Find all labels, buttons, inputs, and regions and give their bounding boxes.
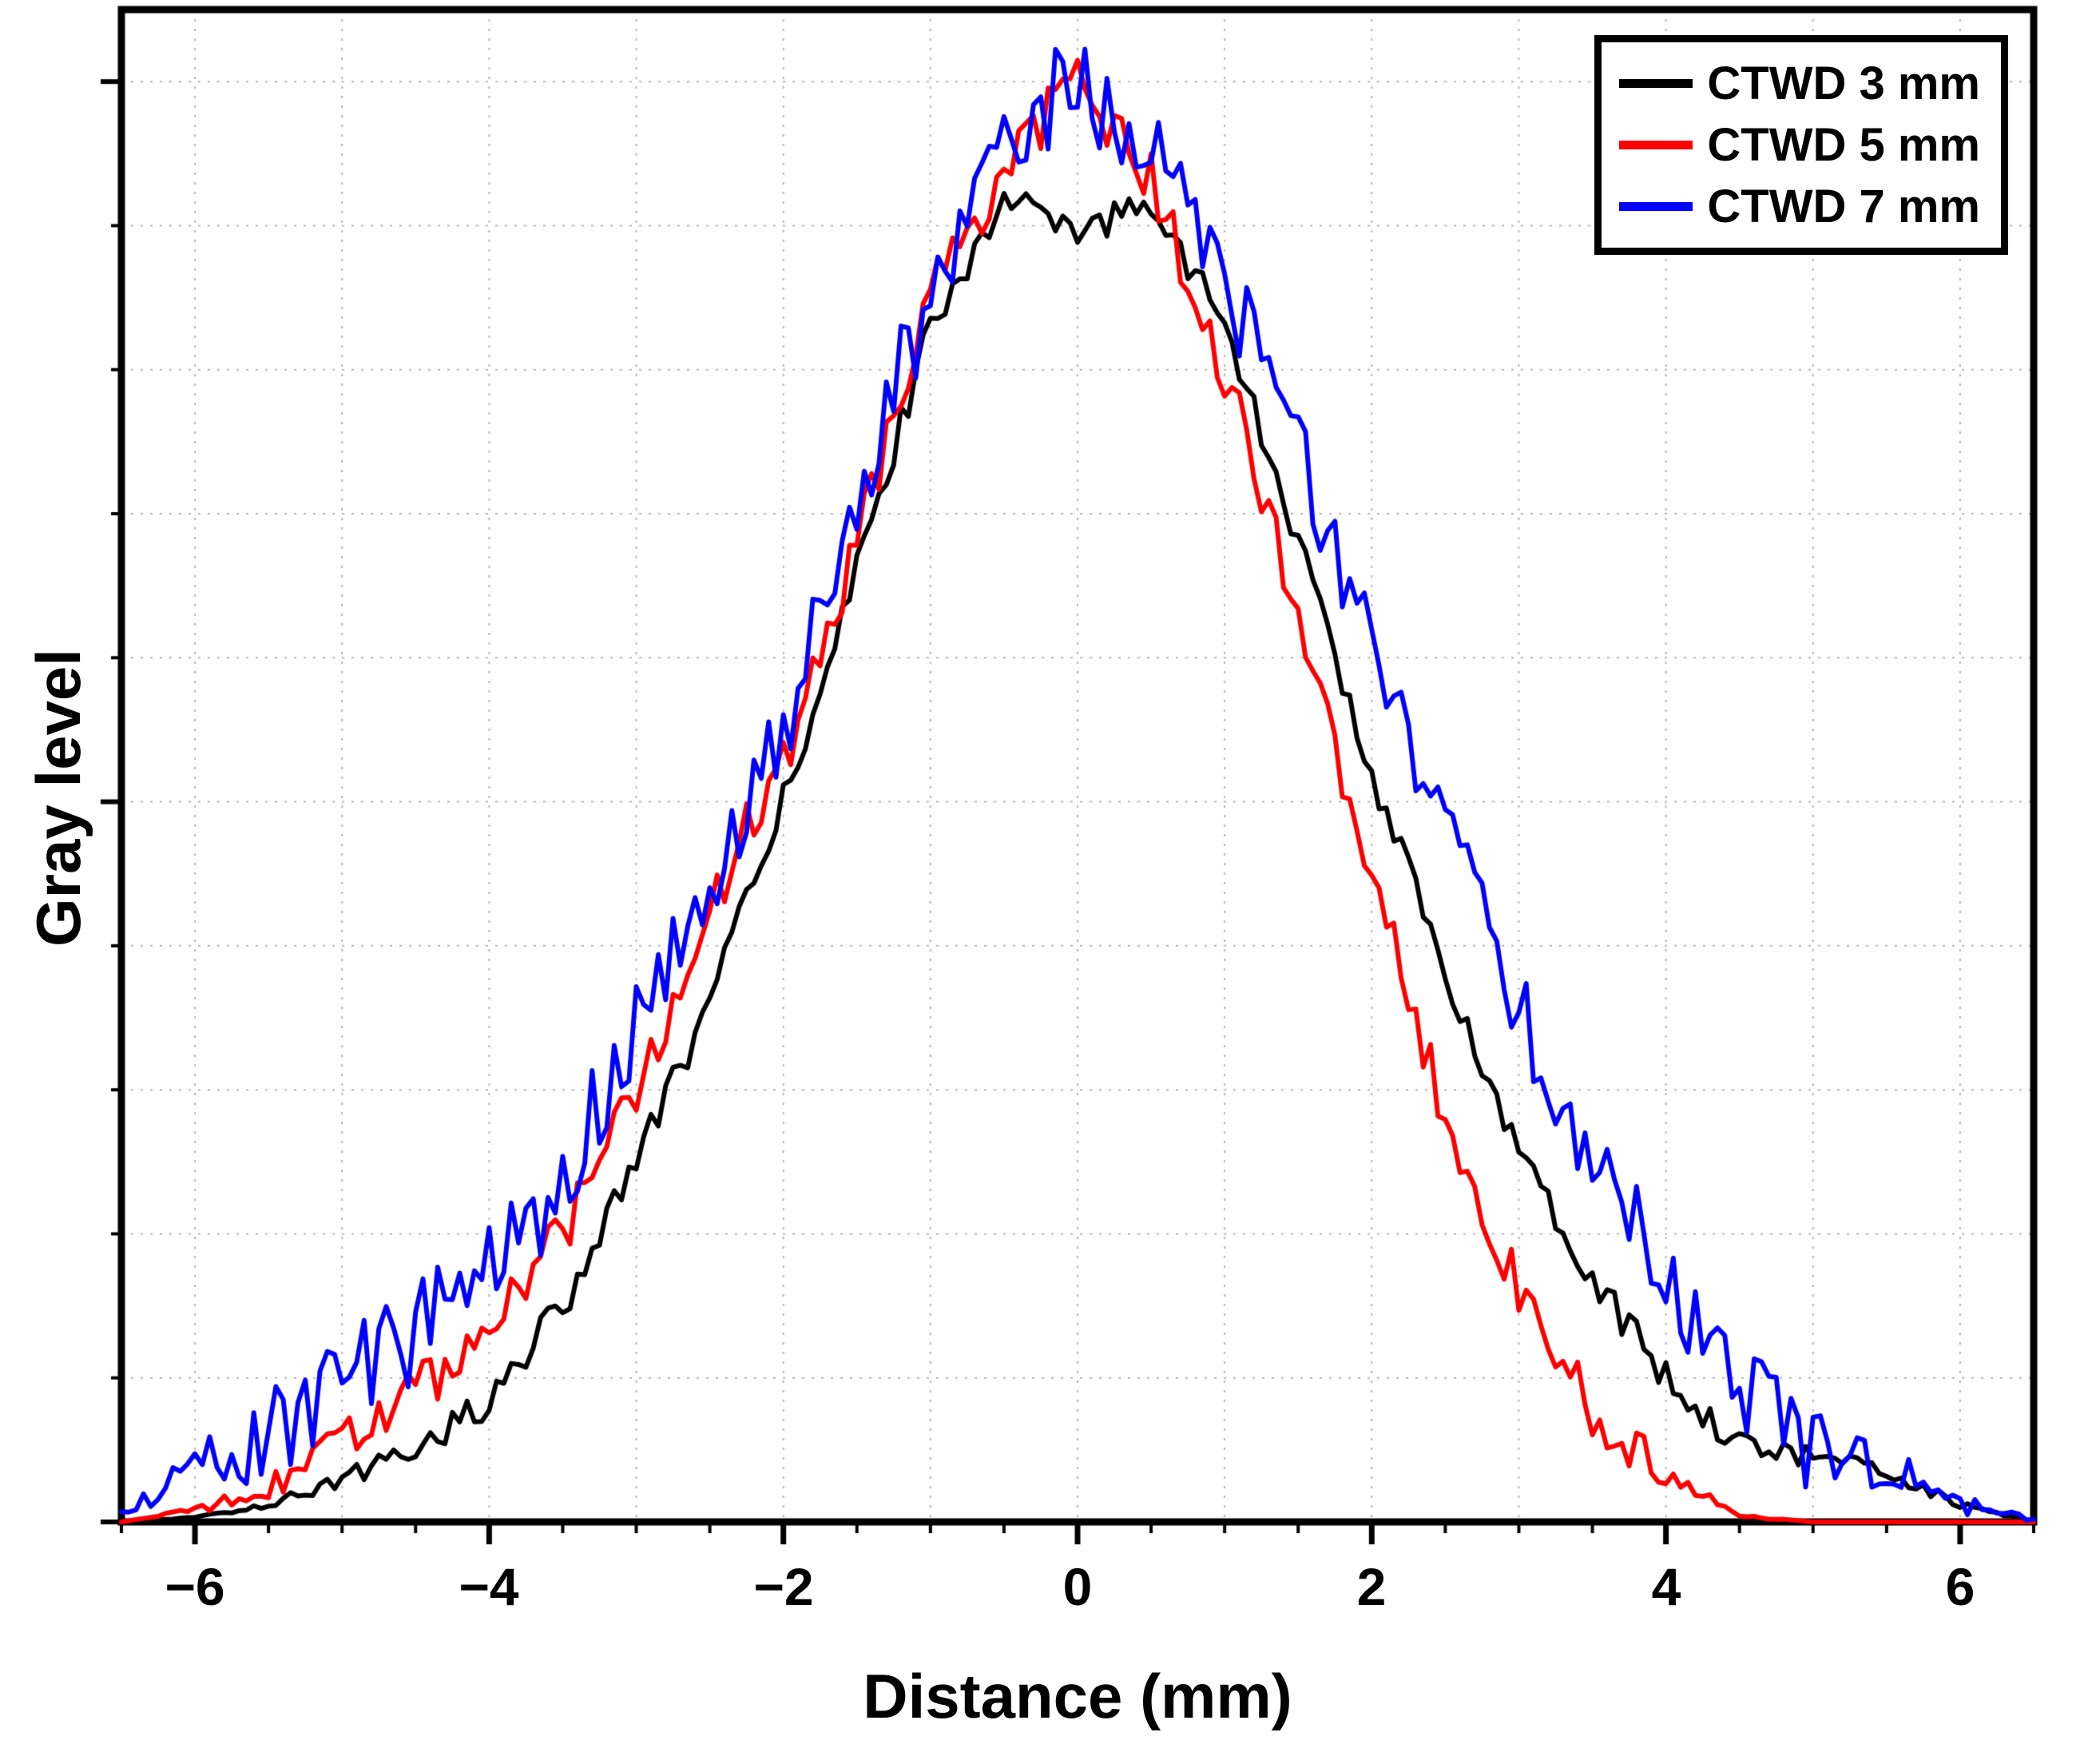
legend-line-ctwd-3mm-icon <box>1619 79 1693 88</box>
x-tick-label: 0 <box>1062 1557 1093 1616</box>
x-tick-label: −2 <box>753 1557 814 1616</box>
x-tick-label: −6 <box>165 1557 225 1616</box>
legend-label: CTWD 5 mm <box>1707 119 1980 171</box>
legend: CTWD 3 mm CTWD 5 mm CTWD 7 mm <box>1594 35 2008 255</box>
legend-item: CTWD 3 mm <box>1619 57 1980 110</box>
x-tick-label: −4 <box>458 1557 519 1616</box>
legend-item: CTWD 5 mm <box>1619 118 1980 172</box>
x-tick-label: 2 <box>1356 1557 1387 1616</box>
legend-label: CTWD 3 mm <box>1707 58 1980 109</box>
legend-item: CTWD 7 mm <box>1619 180 1980 233</box>
y-axis-title: Gray level <box>23 649 93 947</box>
legend-label: CTWD 7 mm <box>1707 181 1980 232</box>
legend-line-ctwd-5mm-icon <box>1619 141 1693 149</box>
x-tick-label: 6 <box>1945 1557 1975 1616</box>
legend-line-ctwd-7mm-icon <box>1619 202 1693 211</box>
x-axis-title: Distance (mm) <box>863 1661 1292 1731</box>
x-tick-label: 4 <box>1651 1557 1681 1616</box>
